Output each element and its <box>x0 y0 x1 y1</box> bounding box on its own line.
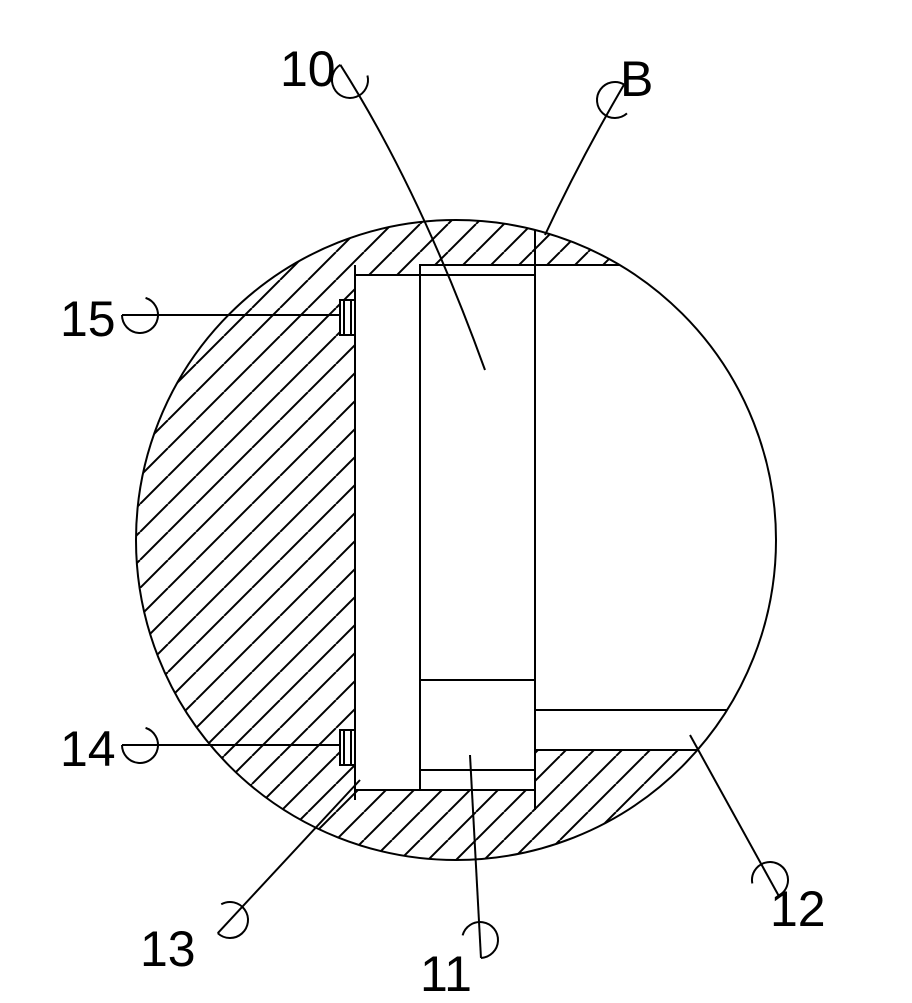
label-14: 14 <box>60 720 116 778</box>
label-13: 13 <box>140 920 196 978</box>
label-15: 15 <box>60 290 116 348</box>
label-11: 11 <box>420 945 472 1003</box>
label-12: 12 <box>770 880 826 938</box>
label-B: B <box>620 50 653 108</box>
label-10: 10 <box>280 40 336 98</box>
